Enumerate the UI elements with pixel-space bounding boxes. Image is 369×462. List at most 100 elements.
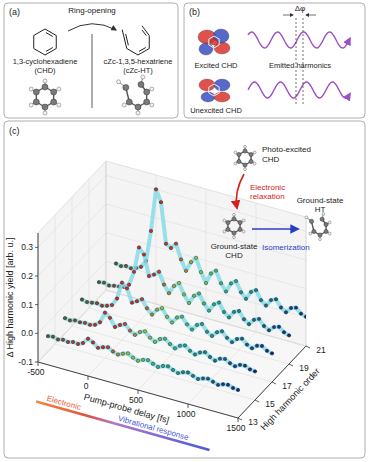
hydrogen-atom	[328, 232, 331, 235]
orbital-skeleton	[208, 39, 209, 45]
data-point	[83, 321, 86, 324]
data-point	[152, 273, 155, 276]
data-point	[193, 353, 196, 356]
series	[80, 281, 273, 355]
data-point	[284, 311, 287, 314]
data-point	[226, 383, 229, 386]
data-point	[164, 242, 167, 245]
data-point	[132, 270, 135, 273]
data-point	[232, 310, 235, 313]
orbital-skeleton	[214, 84, 219, 87]
y-tick	[35, 247, 38, 248]
data-point	[88, 323, 91, 326]
z-axis-label: High harmonic order	[259, 366, 322, 432]
label: Emitted harmonics	[269, 61, 331, 70]
data-point	[254, 288, 257, 291]
label: Unexcited CHD	[190, 106, 242, 115]
carbon-atom	[123, 85, 129, 91]
data-point	[137, 246, 140, 249]
data-point	[160, 307, 163, 310]
data-point	[114, 262, 117, 265]
data-point	[100, 304, 103, 307]
double-bond	[46, 48, 53, 52]
data-point	[101, 346, 104, 349]
data-point	[86, 337, 89, 340]
data-point	[188, 349, 191, 352]
data-point	[149, 229, 152, 232]
data-point	[118, 323, 121, 326]
skeletal-structure	[122, 26, 149, 55]
data-point	[252, 318, 255, 321]
carbon-atom	[232, 231, 236, 235]
band-label: Vibrational response	[117, 414, 190, 442]
panel-c: (c)-500050010001500-0.10.00.10.20.313151…	[5, 126, 344, 450]
data-point	[133, 333, 136, 336]
data-point	[209, 272, 212, 275]
data-point	[61, 338, 64, 341]
data-point	[71, 340, 74, 343]
data-point	[106, 346, 109, 349]
carbon-atom	[51, 89, 57, 95]
data-point	[116, 353, 119, 356]
data-point	[186, 371, 189, 374]
plot-area	[46, 188, 307, 392]
depth-grid-line	[38, 233, 39, 362]
data-point	[170, 321, 173, 324]
data-point	[222, 310, 225, 313]
data-point	[207, 309, 210, 312]
data-point	[216, 383, 219, 386]
label: cZc-1,3,5-hexatriene	[104, 57, 173, 66]
bond	[34, 49, 45, 56]
carbon-atom	[51, 99, 57, 105]
data-point	[191, 374, 194, 377]
hydrogen-atom	[305, 216, 308, 219]
data-point	[210, 334, 213, 337]
label: (b)	[189, 7, 200, 17]
orbital	[198, 29, 230, 55]
data-point	[177, 281, 180, 284]
label: Δφ	[295, 4, 306, 13]
grid-line	[206, 189, 207, 318]
data-point	[260, 344, 263, 347]
label: Electronic	[250, 183, 285, 192]
carbon-atom	[237, 159, 241, 163]
data-point	[154, 188, 157, 191]
y-axis-label: Δ High harmonic yield [arb. u.]	[5, 237, 15, 357]
data-point	[130, 301, 133, 304]
data-point	[259, 298, 262, 301]
data-point	[168, 342, 171, 345]
data-point	[131, 356, 134, 359]
data-point	[190, 328, 193, 331]
x-tick-label: 0	[84, 381, 89, 391]
data-point	[150, 313, 153, 316]
orbital-skeleton	[209, 93, 214, 96]
bond	[142, 26, 149, 36]
bond	[138, 49, 149, 56]
data-point	[129, 267, 132, 270]
x-tick	[138, 390, 139, 394]
data-point	[143, 330, 146, 333]
grid-line	[106, 175, 306, 231]
data-point	[234, 279, 237, 282]
grid-line	[256, 203, 257, 332]
orbital-skeleton	[208, 87, 209, 93]
data-point	[244, 297, 247, 300]
label: CHD	[262, 155, 280, 164]
carbon-atom	[249, 152, 253, 156]
carbon-atom	[138, 82, 144, 88]
hydrogen-atom	[136, 111, 140, 115]
relaxation-arrow	[236, 174, 244, 208]
data-point	[141, 358, 144, 361]
orbital-lobe	[214, 92, 230, 102]
data-point	[231, 386, 234, 389]
data-point	[115, 297, 118, 300]
data-point	[139, 265, 142, 268]
y-tick-label: 0.3	[21, 242, 33, 252]
data-point	[289, 306, 292, 309]
data-point	[181, 371, 184, 374]
data-point	[208, 355, 211, 358]
orbital-lobe	[199, 79, 215, 91]
data-point	[171, 368, 174, 371]
data-point	[219, 282, 222, 285]
hydrogen-atom	[223, 219, 226, 222]
